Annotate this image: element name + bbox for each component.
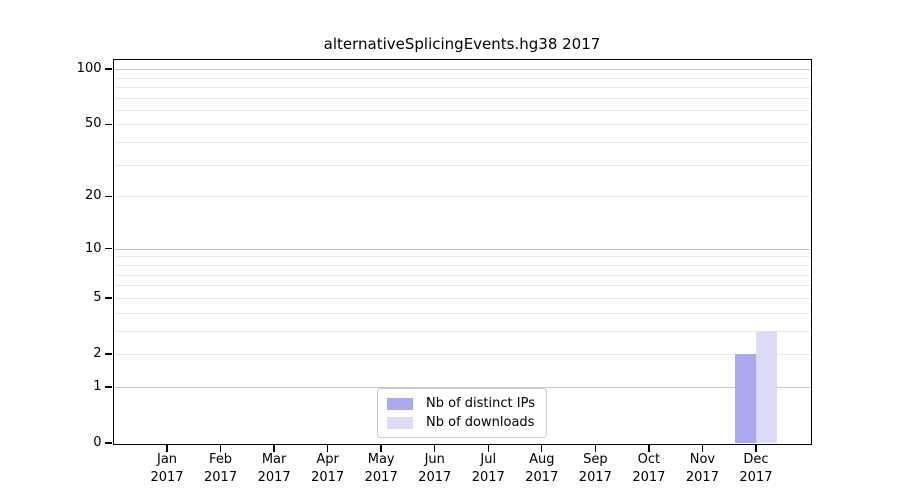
x-tick-mark (487, 445, 489, 452)
bar-distinct-ips (734, 354, 756, 443)
x-tick-year: 2017 (150, 470, 184, 485)
y-tick-mark (104, 353, 112, 355)
x-tick-mark (701, 445, 704, 452)
x-tick-year: 2017 (204, 470, 238, 485)
x-tick-label: Jun 2017 (399, 451, 471, 487)
x-tick-year: 2017 (739, 470, 773, 485)
y-tick-label: 1 (93, 378, 102, 394)
x-tick-mark (434, 445, 436, 452)
x-tick-label: Aug 2017 (506, 451, 578, 487)
grid-layer (113, 60, 810, 443)
x-tick-label: Dec 2017 (720, 451, 792, 487)
y-tick-label: 2 (93, 345, 102, 361)
x-tick-mark (219, 445, 222, 452)
x-tick-year: 2017 (685, 470, 719, 485)
x-tick-year: 2017 (471, 470, 505, 485)
y-tick-mark (104, 386, 112, 388)
x-tick-month: Apr (316, 452, 339, 467)
gridline-minor (113, 196, 810, 198)
gridline-minor (113, 97, 810, 99)
gridline-minor (113, 164, 810, 166)
gridline-minor (113, 142, 810, 144)
gridline-major (113, 69, 810, 71)
legend-item: Nb of distinct IPs (387, 394, 535, 413)
legend-item: Nb of downloads (387, 413, 535, 432)
x-tick-label: Apr 2017 (292, 451, 364, 487)
y-tick-mark (104, 442, 112, 444)
plot-area: 0 1 2 5 10 20 50 100 Jan 2017 Feb 2017 Mar 2017 Apr 20… (77, 59, 812, 485)
x-tick-month: Jul (480, 452, 497, 467)
y-tick-label: 10 (84, 240, 102, 256)
gridline-major (113, 248, 810, 250)
x-tick-label: May 2017 (345, 451, 417, 487)
x-tick-mark (648, 445, 650, 452)
x-tick-mark (273, 445, 275, 452)
gridline-minor (113, 312, 810, 314)
x-tick-label: Oct 2017 (613, 451, 685, 487)
x-tick-month: Sep (583, 452, 608, 467)
x-axis: Jan 2017 Feb 2017 Mar 2017 Apr 2017 May 2017 Jun 20… (114, 60, 810, 485)
x-tick-mark (594, 445, 597, 452)
y-tick-mark (104, 297, 112, 299)
legend-swatch (387, 397, 414, 410)
y-tick-label: 100 (76, 61, 102, 77)
y-tick-mark (104, 123, 112, 126)
x-tick-year: 2017 (311, 470, 345, 485)
x-tick-month: Nov (689, 452, 716, 467)
x-tick-year: 2017 (525, 470, 559, 485)
y-tick-mark (104, 195, 112, 198)
gridline-minor (113, 353, 810, 355)
gridline-minor (113, 256, 810, 258)
x-tick-month: Dec (743, 452, 769, 467)
gridline-minor (113, 109, 810, 111)
legend: Nb of distinct IPs Nb of downloads (377, 388, 547, 438)
x-tick-mark (755, 445, 757, 452)
x-tick-year: 2017 (578, 470, 612, 485)
x-tick-label: Feb 2017 (185, 451, 257, 487)
x-tick-label: Mar 2017 (238, 451, 310, 487)
gridline-major (113, 386, 810, 388)
x-tick-label: Nov 2017 (666, 451, 738, 487)
legend-label: Nb of downloads (426, 415, 535, 430)
x-tick-mark (326, 445, 329, 452)
x-tick-label: Sep 2017 (559, 451, 631, 487)
x-tick-label: Jan 2017 (131, 451, 203, 487)
x-tick-month: Jun (424, 452, 445, 467)
y-tick-label: 0 (93, 435, 102, 450)
x-tick-year: 2017 (257, 470, 291, 485)
legend-swatch (387, 416, 414, 429)
x-tick-month: Oct (637, 452, 661, 467)
gridline-minor (113, 297, 810, 299)
x-tick-month: Aug (529, 452, 555, 467)
y-tick-label: 5 (93, 289, 102, 305)
gridline-minor (113, 330, 810, 332)
y-tick-mark (104, 248, 112, 250)
x-tick-mark (541, 445, 543, 452)
x-tick-month: Jan (157, 452, 178, 467)
chart-title: alternativeSplicingEvents.hg38 2017 (323, 35, 601, 53)
x-tick-year: 2017 (364, 470, 398, 485)
gridline-minor (113, 86, 810, 88)
legend-label: Nb of distinct IPs (426, 396, 535, 411)
gridline-minor (113, 264, 810, 266)
x-tick-mark (166, 445, 168, 452)
bar-downloads (755, 330, 778, 443)
x-tick-year: 2017 (632, 470, 666, 485)
y-tick-label: 50 (84, 116, 102, 132)
gridline-minor (113, 124, 810, 126)
y-tick-mark (104, 68, 112, 70)
gridline-minor (113, 274, 810, 276)
x-tick-label: Jul 2017 (452, 451, 524, 487)
x-tick-month: Feb (209, 452, 233, 467)
x-tick-month: May (367, 452, 395, 467)
gridline-minor (113, 77, 810, 79)
y-axis: 0 1 2 5 10 20 50 100 (77, 60, 810, 450)
x-tick-year: 2017 (418, 470, 452, 485)
x-tick-mark (380, 445, 382, 452)
x-tick-month: Mar (261, 452, 287, 467)
y-tick-label: 20 (84, 188, 102, 204)
bars-layer (114, 60, 810, 443)
gridline-minor (113, 285, 810, 287)
